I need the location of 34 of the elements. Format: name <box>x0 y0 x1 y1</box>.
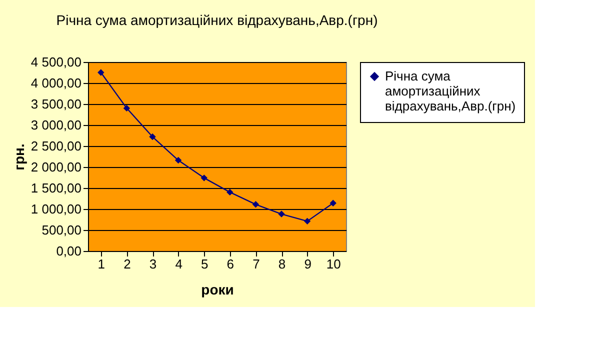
y-tick-label: 500,00 <box>42 222 82 238</box>
x-tick-label: 8 <box>278 256 286 272</box>
y-tick-label: 2 500,00 <box>30 138 82 154</box>
y-tick-label: 1 000,00 <box>30 202 82 216</box>
point <box>330 200 336 206</box>
x-tick-label: 4 <box>175 256 182 272</box>
point <box>304 218 311 225</box>
y-tick-label: 2 000,00 <box>30 160 82 174</box>
y-tick-label: 4 000,00 <box>30 76 82 90</box>
x-tick-label: 10 <box>326 256 341 272</box>
x-tick-label: 7 <box>252 256 260 272</box>
point <box>226 188 234 196</box>
y-axis-title: грн. <box>10 144 27 170</box>
chart-title: Річна сума амортизаційних відрахувань,Авр.(грн) <box>56 12 378 28</box>
x-tick-label: 2 <box>124 256 131 272</box>
point <box>278 210 285 218</box>
point <box>252 201 260 208</box>
x-tick-label: 6 <box>226 256 234 272</box>
y-tick-label: 1 500,00 <box>30 180 82 196</box>
y-tick-label: 3 500,00 <box>30 96 82 112</box>
legend-label: Річна сума амортизаційних відрахувань,Авр.(грн) <box>385 68 516 114</box>
point <box>123 104 130 112</box>
x-tick-label: 5 <box>200 256 208 272</box>
point <box>149 133 156 140</box>
point <box>200 174 208 182</box>
x-axis-title: роки <box>201 282 234 298</box>
x-tick-label: 1 <box>98 256 106 272</box>
y-tick-label: 3 000,00 <box>30 118 82 132</box>
x-tick-label: 9 <box>304 256 312 272</box>
y-tick-label: 4 500,00 <box>30 54 82 70</box>
y-tick-label: 0,00 <box>56 244 82 258</box>
point <box>174 156 182 164</box>
x-tick-label: 3 <box>149 256 157 272</box>
point <box>98 69 104 76</box>
